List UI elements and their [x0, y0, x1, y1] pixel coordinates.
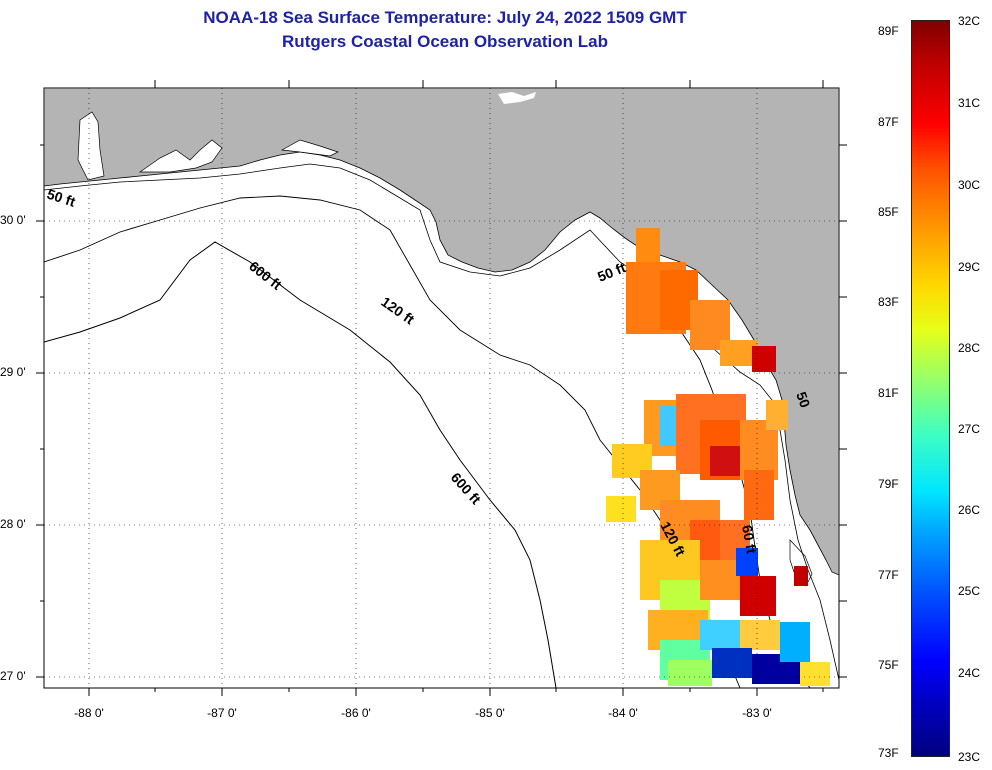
colorbar-c-label: 26C — [958, 503, 981, 517]
latitude-label: 28 0' — [0, 517, 26, 531]
colorbar-c-label: 29C — [958, 260, 981, 274]
contour-50ft — [44, 163, 839, 681]
colorbar-c-label: 23C — [958, 750, 981, 764]
land-mass — [44, 88, 839, 576]
map-title: NOAA-18 Sea Surface Temperature: July 24… — [203, 8, 687, 27]
colorbar-f-label: 81F — [878, 386, 899, 400]
colorbar-c-label: 32C — [958, 14, 981, 28]
latitude-label: 29 0' — [0, 365, 26, 379]
colorbar-f-label: 85F — [878, 205, 899, 219]
colorbar-c-label: 27C — [958, 422, 981, 436]
longitude-label: -84 0' — [608, 706, 638, 720]
colorbar-f-label: 87F — [878, 115, 899, 129]
longitude-label: -86 0' — [341, 706, 371, 720]
colorbar-f-label: 77F — [878, 568, 899, 582]
colorbar-f-label: 79F — [878, 477, 899, 491]
lake — [498, 92, 536, 104]
bay-inlet — [280, 139, 339, 157]
bay-inlet — [138, 139, 223, 173]
colorbar-f-label: 75F — [878, 658, 899, 672]
colorbar-c-label: 30C — [958, 178, 981, 192]
colorbar-c-label: 28C — [958, 341, 981, 355]
colorbar-f-label: 73F — [878, 746, 899, 760]
latitude-label: 30 0' — [0, 213, 26, 227]
colorbar-f-label: 89F — [878, 24, 899, 38]
temperature-colorbar — [911, 20, 950, 757]
colorbar-c-label: 24C — [958, 666, 981, 680]
colorbar-c-label: 25C — [958, 584, 981, 598]
colorbar-c-label: 31C — [958, 96, 981, 110]
latitude-label: 27 0' — [0, 669, 26, 683]
longitude-label: -83 0' — [742, 706, 772, 720]
bay-inlet — [77, 111, 105, 181]
sst-data — [606, 228, 830, 686]
longitude-label: -87 0' — [207, 706, 237, 720]
longitude-label: -85 0' — [475, 706, 505, 720]
contour-label: 60 ft — [739, 524, 760, 555]
map-subtitle: Rutgers Coastal Ocean Observation Lab — [282, 32, 608, 51]
contour-600ft — [44, 241, 557, 688]
colorbar-f-label: 83F — [878, 295, 899, 309]
graticule — [44, 88, 839, 688]
contour-label: 50 — [793, 390, 813, 410]
longitude-label: -88 0' — [74, 706, 104, 720]
axis-ticks — [36, 80, 847, 696]
